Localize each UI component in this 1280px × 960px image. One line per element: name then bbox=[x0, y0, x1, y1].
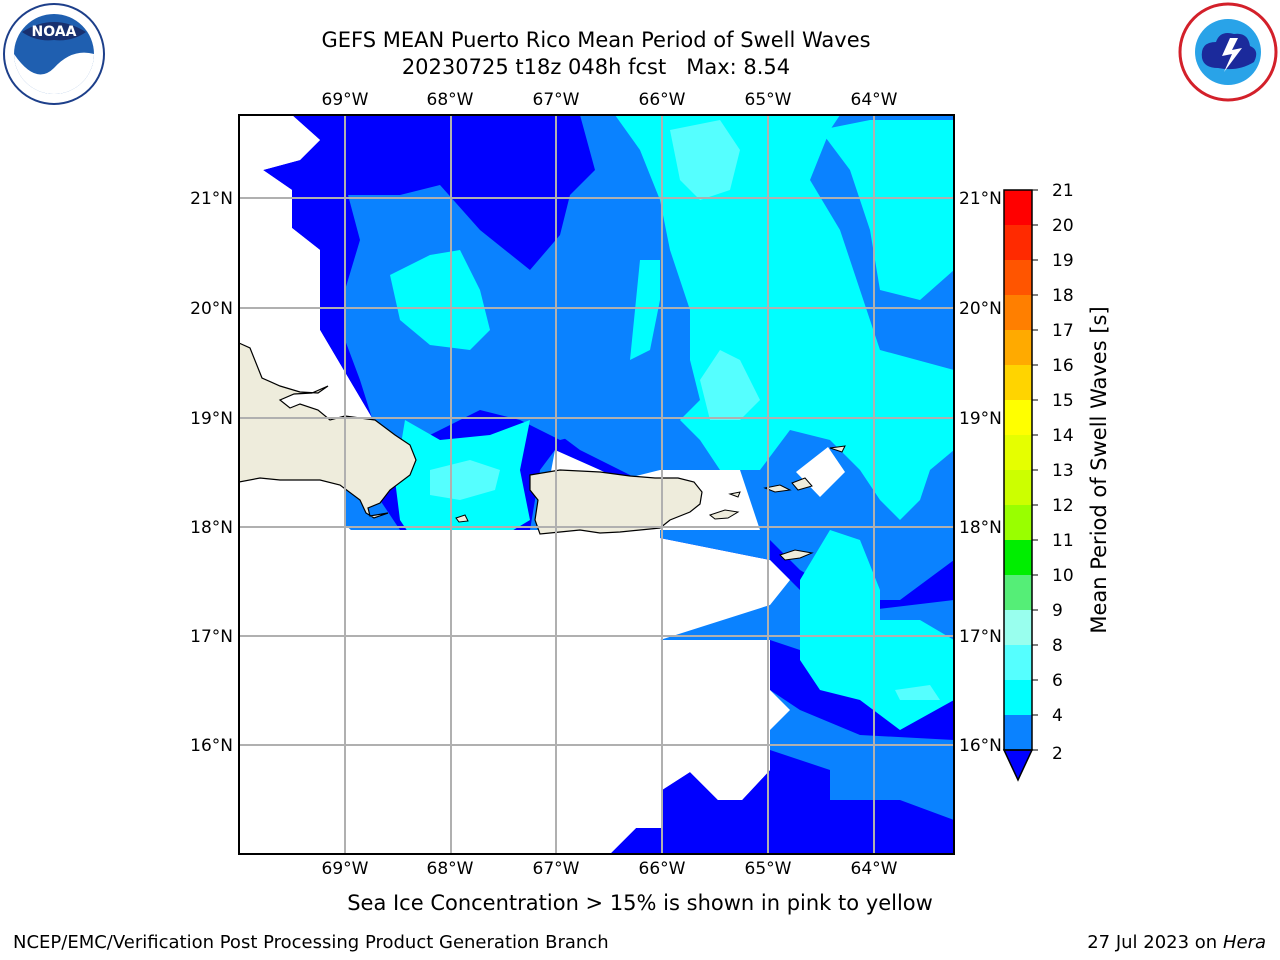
contour-6-8s-mid bbox=[630, 260, 660, 360]
lat-label: 16°N bbox=[190, 736, 233, 756]
colorbar-tick: 2 bbox=[1052, 744, 1063, 764]
colorbar-swatch bbox=[1004, 225, 1032, 260]
land-island-culebra bbox=[728, 491, 741, 498]
land-island-stcroix bbox=[779, 549, 814, 561]
footer-date: 27 Jul 2023 on Hera bbox=[1087, 932, 1266, 953]
lon-label: 64°W bbox=[851, 90, 898, 110]
colorbar-swatch bbox=[1004, 540, 1032, 575]
land-island-mona bbox=[455, 514, 469, 523]
contour-8s-center bbox=[700, 350, 760, 420]
colorbar-tick: 20 bbox=[1052, 216, 1074, 236]
map-frame bbox=[238, 114, 955, 855]
lon-label: 69°W bbox=[322, 90, 369, 110]
colorbar-swatch bbox=[1004, 505, 1032, 540]
lat-label: 20°N bbox=[959, 299, 1002, 319]
lat-label: 19°N bbox=[190, 409, 233, 429]
colorbar-swatch bbox=[1004, 680, 1032, 715]
colorbar-swatch bbox=[1004, 645, 1032, 680]
land-island-vieques bbox=[708, 509, 740, 520]
contour-8s-se bbox=[895, 685, 940, 700]
lon-label: 65°W bbox=[745, 859, 792, 879]
lat-labels-right: 21°N 20°N 19°N 18°N 17°N 16°N bbox=[959, 189, 1002, 756]
colorbar-tick: 4 bbox=[1052, 706, 1063, 726]
lon-label: 66°W bbox=[639, 90, 686, 110]
lon-label: 67°W bbox=[533, 859, 580, 879]
colorbar-swatch bbox=[1004, 715, 1032, 750]
lon-labels-bottom: 69°W 68°W 67°W 66°W 65°W 64°W bbox=[322, 859, 898, 879]
lat-label: 16°N bbox=[959, 736, 1002, 756]
colorbar-tick: 12 bbox=[1052, 496, 1074, 516]
lon-label: 68°W bbox=[427, 859, 474, 879]
colorbar-tick: 13 bbox=[1052, 461, 1074, 481]
colorbar: 21 20 19 18 17 16 15 14 13 12 11 10 9 8 … bbox=[1002, 181, 1111, 782]
colorbar-tick: 19 bbox=[1052, 251, 1074, 271]
mask-sw bbox=[239, 115, 540, 662]
colorbar-tick: 9 bbox=[1052, 601, 1063, 621]
colorbar-swatch bbox=[1004, 610, 1032, 645]
land-island-anegada bbox=[829, 445, 846, 453]
lat-label: 18°N bbox=[190, 518, 233, 538]
colorbar-swatch bbox=[1004, 400, 1032, 435]
lon-label: 66°W bbox=[639, 859, 686, 879]
footer-machine: Hera bbox=[1222, 932, 1266, 953]
colorbar-swatch bbox=[1004, 435, 1032, 470]
colorbar-swatch bbox=[1004, 260, 1032, 295]
land-island-tortola bbox=[791, 477, 813, 491]
sea-ice-note: Sea Ice Concentration > 15% is shown in … bbox=[347, 891, 933, 915]
colorbar-tick: 16 bbox=[1052, 356, 1074, 376]
lon-label: 67°W bbox=[533, 90, 580, 110]
noaa-logo-icon: NOAA bbox=[3, 3, 105, 105]
colorbar-extend-arrow bbox=[1002, 749, 1034, 782]
colorbar-swatch bbox=[1004, 330, 1032, 365]
lat-label: 18°N bbox=[959, 518, 1002, 538]
colorbar-tick: 8 bbox=[1052, 636, 1063, 656]
lat-label: 21°N bbox=[190, 189, 233, 209]
colorbar-tick: 11 bbox=[1052, 531, 1074, 551]
lon-label: 65°W bbox=[745, 90, 792, 110]
colorbar-swatch bbox=[1004, 295, 1032, 330]
gridlines bbox=[239, 115, 954, 854]
lat-label: 20°N bbox=[190, 299, 233, 319]
contour-8s-pr bbox=[430, 460, 500, 500]
colorbar-tick: 6 bbox=[1052, 671, 1063, 691]
colorbar-tick: 21 bbox=[1052, 181, 1074, 201]
lon-label: 69°W bbox=[322, 859, 369, 879]
colorbar-tick: 18 bbox=[1052, 286, 1074, 306]
contour-6-8s-west bbox=[390, 250, 490, 350]
lat-label: 17°N bbox=[959, 627, 1002, 647]
colorbar-swatch bbox=[1004, 365, 1032, 400]
colorbar-ticks: 21 20 19 18 17 16 15 14 13 12 11 10 9 8 … bbox=[1032, 181, 1074, 764]
lon-label: 64°W bbox=[851, 859, 898, 879]
map-area bbox=[239, 115, 954, 854]
colorbar-swatch bbox=[1004, 575, 1032, 610]
contour-6-8s-se bbox=[800, 530, 954, 730]
colorbar-swatch bbox=[1004, 470, 1032, 505]
contour-6-8s-east bbox=[820, 120, 954, 300]
land-hispaniola bbox=[239, 342, 417, 519]
mask-south-pr bbox=[239, 450, 790, 854]
lat-label: 17°N bbox=[190, 627, 233, 647]
colorbar-tick: 17 bbox=[1052, 321, 1074, 341]
title-line-1: GEFS MEAN Puerto Rico Mean Period of Swe… bbox=[321, 28, 871, 52]
footer-date-text: 27 Jul 2023 on bbox=[1087, 932, 1223, 953]
colorbar-tick: 15 bbox=[1052, 391, 1074, 411]
lat-label: 21°N bbox=[959, 189, 1002, 209]
colorbar-tick: 14 bbox=[1052, 426, 1074, 446]
land-island-virgin bbox=[763, 484, 792, 493]
colorbar-label: Mean Period of Swell Waves [s] bbox=[1087, 306, 1111, 633]
colorbar-tick: 10 bbox=[1052, 566, 1074, 586]
lon-labels-top: 69°W 68°W 67°W 66°W 65°W 64°W bbox=[322, 90, 898, 110]
lon-label: 68°W bbox=[427, 90, 474, 110]
contour-8s-north bbox=[670, 120, 740, 200]
footer-branch: NCEP/EMC/Verification Post Processing Pr… bbox=[13, 932, 609, 953]
title-line-2: 20230725 t18z 048h fcst Max: 8.54 bbox=[401, 55, 791, 79]
lat-labels-left: 21°N 20°N 19°N 18°N 17°N 16°N bbox=[190, 189, 233, 756]
lat-label: 19°N bbox=[959, 409, 1002, 429]
nws-logo-icon bbox=[1178, 2, 1278, 102]
colorbar-swatch bbox=[1004, 190, 1032, 225]
noaa-logo-text: NOAA bbox=[32, 24, 77, 40]
